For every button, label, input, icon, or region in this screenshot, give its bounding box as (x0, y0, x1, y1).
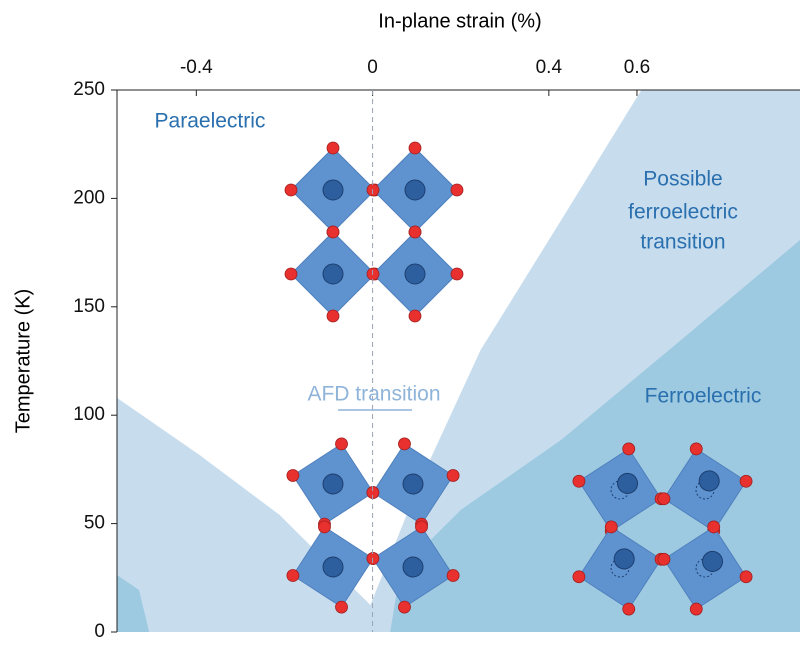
oxygen-atom (451, 184, 463, 196)
b-site-atom (323, 264, 343, 284)
octahedron (367, 226, 463, 322)
y-tick-label: 0 (94, 621, 105, 642)
octahedron (277, 428, 388, 539)
oxygen-atom (409, 226, 421, 238)
annotation: ferroelectric (628, 201, 738, 224)
page: {"chart_data": { "type": "phase-diagram"… (0, 0, 800, 647)
octahedron (367, 142, 463, 238)
oxygen-atom (409, 142, 421, 154)
b-site-atom (405, 264, 425, 284)
oxygen-atom (327, 142, 339, 154)
annotation: AFD transition (307, 383, 440, 406)
y-tick-label: 150 (73, 296, 105, 317)
oxygen-atom (327, 310, 339, 322)
y-tick-label: 250 (73, 79, 105, 100)
annotation: Ferroelectric (645, 385, 762, 408)
oxygen-atom (327, 226, 339, 238)
y-tick-label: 100 (73, 404, 105, 425)
x-tick-label: 0.6 (624, 57, 650, 78)
x-tick-label: -0.4 (180, 57, 213, 78)
y-axis-title: Temperature (K) (12, 289, 34, 434)
annotation: Paraelectric (155, 110, 266, 133)
oxygen-atom (285, 184, 297, 196)
y-tick-label: 200 (73, 187, 105, 208)
annotation: transition (640, 231, 725, 254)
oxygen-atom (451, 268, 463, 280)
x-tick-label: 0.4 (536, 57, 563, 78)
y-tick-label: 50 (84, 513, 105, 534)
x-axis-title: In-plane strain (%) (378, 10, 541, 32)
b-site-atom (405, 180, 425, 200)
oxygen-atom (409, 310, 421, 322)
oxygen-atom (285, 268, 297, 280)
chart: -0.4 0 0.4 0.6 0 50 100 150 200 250 In-plane stra… (0, 0, 800, 642)
x-tick-label: 0 (367, 57, 378, 78)
annotation: Possible (643, 168, 722, 191)
b-site-atom (323, 180, 343, 200)
